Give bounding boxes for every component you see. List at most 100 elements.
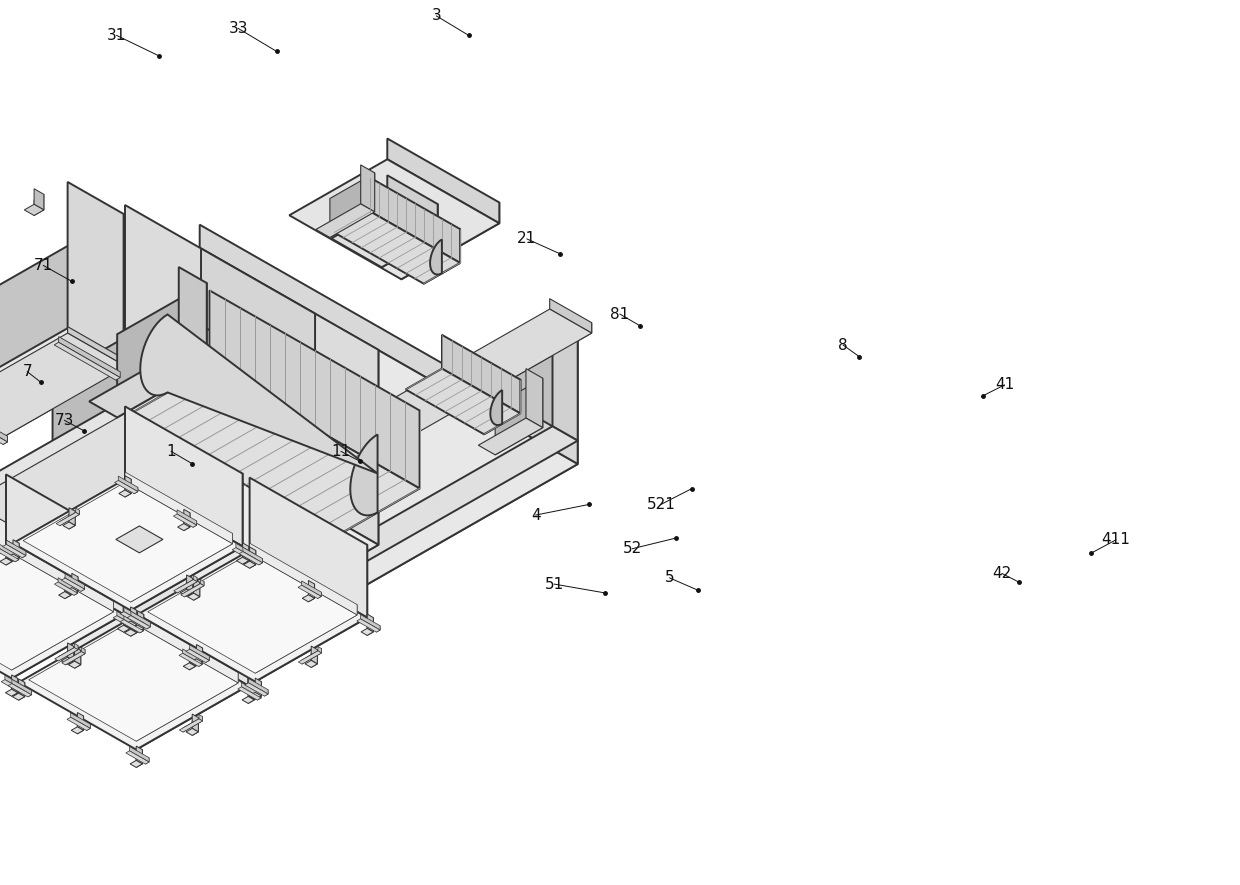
Text: 42: 42 xyxy=(992,566,1012,581)
Polygon shape xyxy=(68,643,73,661)
Text: 33: 33 xyxy=(228,21,248,35)
Polygon shape xyxy=(242,696,254,704)
Polygon shape xyxy=(242,682,262,698)
Polygon shape xyxy=(0,333,126,507)
Polygon shape xyxy=(243,561,255,568)
Polygon shape xyxy=(184,663,196,670)
Polygon shape xyxy=(62,651,86,665)
Polygon shape xyxy=(12,479,243,611)
Polygon shape xyxy=(185,581,205,596)
Polygon shape xyxy=(6,474,124,614)
Polygon shape xyxy=(12,680,31,695)
Polygon shape xyxy=(0,400,378,683)
Polygon shape xyxy=(363,332,578,563)
Polygon shape xyxy=(72,577,78,595)
Polygon shape xyxy=(367,614,373,632)
Polygon shape xyxy=(68,327,126,366)
Polygon shape xyxy=(526,369,543,427)
Polygon shape xyxy=(27,690,31,696)
Polygon shape xyxy=(424,229,460,284)
Polygon shape xyxy=(138,550,367,681)
Polygon shape xyxy=(367,618,373,635)
Polygon shape xyxy=(309,581,315,598)
Polygon shape xyxy=(82,647,86,654)
Polygon shape xyxy=(239,551,263,565)
Polygon shape xyxy=(134,488,138,494)
Polygon shape xyxy=(361,628,373,635)
Polygon shape xyxy=(115,372,120,380)
Polygon shape xyxy=(402,203,500,280)
Polygon shape xyxy=(136,746,143,764)
Text: 4: 4 xyxy=(531,508,541,522)
Polygon shape xyxy=(114,481,138,494)
Polygon shape xyxy=(130,612,238,683)
Polygon shape xyxy=(361,614,381,630)
Polygon shape xyxy=(184,512,190,531)
Polygon shape xyxy=(130,534,233,602)
Polygon shape xyxy=(139,500,162,540)
Polygon shape xyxy=(11,679,17,696)
Polygon shape xyxy=(74,647,81,665)
Polygon shape xyxy=(174,580,197,593)
Text: 3: 3 xyxy=(432,9,441,23)
Polygon shape xyxy=(186,575,192,593)
Polygon shape xyxy=(130,473,243,611)
Polygon shape xyxy=(371,178,460,263)
Polygon shape xyxy=(117,612,136,627)
Polygon shape xyxy=(119,490,131,497)
Polygon shape xyxy=(72,573,78,591)
Polygon shape xyxy=(363,441,578,587)
Polygon shape xyxy=(198,660,202,666)
Text: 81: 81 xyxy=(610,307,630,321)
Polygon shape xyxy=(441,335,521,413)
Text: 1: 1 xyxy=(166,444,176,458)
Polygon shape xyxy=(331,206,438,267)
Polygon shape xyxy=(377,626,381,632)
Polygon shape xyxy=(181,583,205,596)
Polygon shape xyxy=(129,747,149,762)
Polygon shape xyxy=(495,378,543,455)
Polygon shape xyxy=(180,719,202,732)
Polygon shape xyxy=(56,512,79,526)
Polygon shape xyxy=(15,555,19,562)
Polygon shape xyxy=(182,649,202,665)
Polygon shape xyxy=(252,555,255,561)
Polygon shape xyxy=(179,653,202,666)
Polygon shape xyxy=(249,550,255,568)
Polygon shape xyxy=(124,607,144,623)
Polygon shape xyxy=(11,602,114,670)
Polygon shape xyxy=(19,682,25,700)
Polygon shape xyxy=(6,540,26,556)
Polygon shape xyxy=(309,584,315,602)
Polygon shape xyxy=(255,604,357,673)
Polygon shape xyxy=(490,390,502,425)
Polygon shape xyxy=(124,629,136,636)
Polygon shape xyxy=(118,476,138,492)
Polygon shape xyxy=(74,643,78,650)
Polygon shape xyxy=(130,545,248,686)
Text: 11: 11 xyxy=(331,444,351,458)
Polygon shape xyxy=(140,627,144,633)
Polygon shape xyxy=(190,649,196,666)
Polygon shape xyxy=(73,421,304,561)
Polygon shape xyxy=(264,689,268,696)
Polygon shape xyxy=(193,579,200,596)
Polygon shape xyxy=(201,249,315,421)
Polygon shape xyxy=(387,175,438,235)
Polygon shape xyxy=(0,544,19,559)
Polygon shape xyxy=(136,750,143,767)
Polygon shape xyxy=(179,267,207,366)
Polygon shape xyxy=(58,336,120,378)
Polygon shape xyxy=(237,558,249,565)
Polygon shape xyxy=(325,309,591,462)
Polygon shape xyxy=(387,138,500,223)
Polygon shape xyxy=(115,526,162,553)
Polygon shape xyxy=(479,418,543,455)
Polygon shape xyxy=(177,577,197,593)
Polygon shape xyxy=(58,645,78,661)
Polygon shape xyxy=(258,694,262,700)
Polygon shape xyxy=(128,616,150,629)
Polygon shape xyxy=(181,589,192,596)
Polygon shape xyxy=(124,621,136,628)
Polygon shape xyxy=(198,714,202,721)
